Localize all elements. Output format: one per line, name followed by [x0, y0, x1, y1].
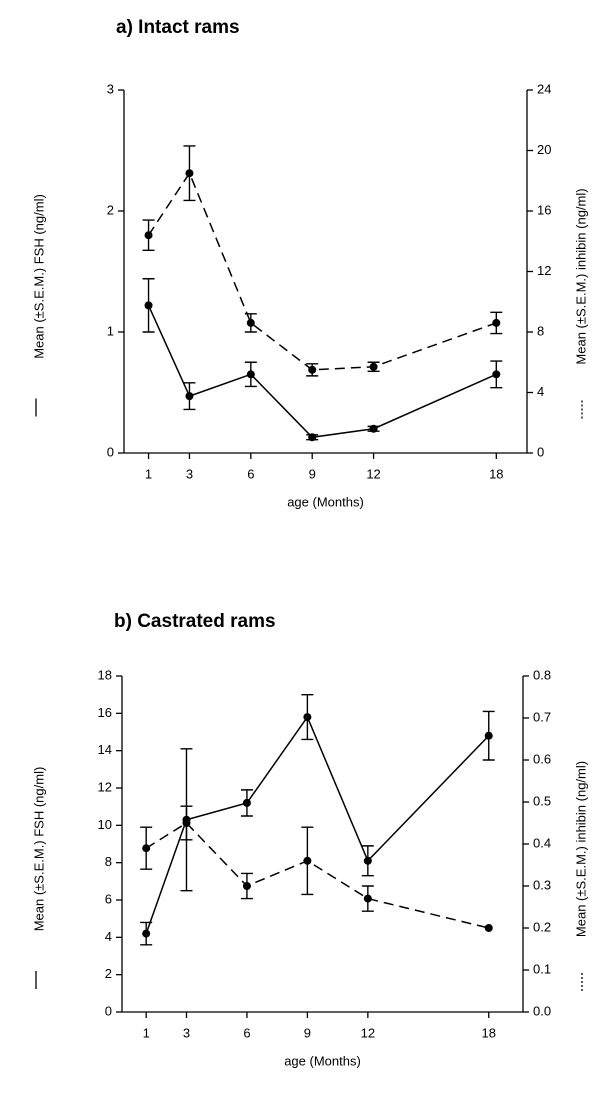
y-tick-label: 2 — [107, 202, 114, 217]
y2-tick-label: 0.7 — [533, 709, 551, 724]
chart-title: a) Intact rams — [116, 17, 240, 38]
x-tick-label: 3 — [186, 466, 193, 481]
chart-title: b) Castrated rams — [114, 611, 276, 632]
x-tick-label: 6 — [247, 466, 254, 481]
x-tick-label: 18 — [489, 466, 503, 481]
x-tick-label: 1 — [143, 1025, 150, 1040]
y-tick-label: 1 — [107, 323, 114, 338]
y-tick-label: 16 — [98, 705, 112, 720]
y2-tick-label: 0.6 — [533, 751, 551, 766]
y2-axis-label: Mean (±S.E.M.) inhibin (ng/ml) — [573, 761, 588, 937]
data-point — [246, 370, 255, 379]
data-point — [484, 731, 493, 740]
y2-tick-label: 0.3 — [533, 877, 551, 892]
data-point — [492, 370, 501, 379]
data-point — [242, 882, 251, 890]
x-tick-label: 9 — [304, 1025, 311, 1040]
y-tick-label: 0 — [105, 1003, 112, 1018]
data-point — [142, 929, 151, 938]
y-tick-label: 8 — [105, 854, 112, 869]
data-point — [303, 713, 312, 722]
y2-tick-label: 0 — [537, 444, 544, 459]
y2-tick-label: 12 — [537, 263, 551, 278]
y-tick-label: 4 — [105, 929, 112, 944]
y-tick-label: 10 — [98, 817, 112, 832]
y2-tick-label: 0.4 — [533, 835, 551, 850]
data-point — [246, 318, 255, 327]
data-point — [363, 894, 372, 903]
y-axis-label: Mean (±S.E.M.) FSH (ng/ml) — [31, 767, 46, 932]
series-line — [145, 822, 489, 929]
y-axis-label: Mean (±S.E.M.) FSH (ng/ml) — [31, 194, 46, 359]
x-tick-label: 3 — [183, 1025, 190, 1040]
x-tick-label: 1 — [145, 466, 152, 481]
data-point — [308, 365, 317, 374]
data-point — [363, 856, 372, 865]
series-line — [147, 305, 497, 439]
y2-tick-label: 0.0 — [533, 1003, 551, 1018]
data-point — [144, 231, 153, 240]
data-point — [308, 433, 317, 442]
y2-tick-label: 24 — [537, 81, 551, 96]
series-line — [147, 171, 497, 371]
y-tick-label: 0 — [107, 444, 114, 459]
y2-tick-label: 0.1 — [533, 961, 551, 976]
y2-axis-label: Mean (±S.E.M.) inhibin (ng/ml) — [573, 188, 588, 364]
data-point — [242, 798, 251, 807]
data-point — [303, 856, 312, 865]
data-point — [369, 362, 378, 371]
x-tick-label: 9 — [309, 466, 316, 481]
data-point — [144, 301, 153, 310]
y-tick-label: 18 — [98, 667, 112, 682]
x-axis-label: age (Months) — [284, 1053, 361, 1068]
y2-tick-label: 20 — [537, 142, 551, 157]
x-tick-label: 6 — [243, 1025, 250, 1040]
y2-tick-label: 4 — [537, 384, 544, 399]
data-point — [182, 819, 191, 827]
x-tick-label: 12 — [361, 1025, 375, 1040]
y-tick-label: 2 — [105, 966, 112, 981]
y-tick-label: 6 — [105, 891, 112, 906]
y2-tick-label: 0.2 — [533, 919, 551, 934]
x-tick-label: 18 — [482, 1025, 496, 1040]
data-point — [484, 924, 493, 932]
y-tick-label: 3 — [107, 81, 114, 96]
x-tick-label: 12 — [366, 466, 380, 481]
y2-tick-label: 8 — [537, 323, 544, 338]
data-point — [369, 424, 378, 433]
data-point — [492, 318, 501, 327]
y2-tick-label: 0.8 — [533, 667, 551, 682]
data-point — [185, 169, 194, 178]
y-tick-label: 14 — [98, 742, 112, 757]
series-line — [145, 715, 490, 934]
y-tick-label: 12 — [98, 779, 112, 794]
x-axis-label: age (Months) — [287, 494, 364, 509]
y2-tick-label: 16 — [537, 202, 551, 217]
y2-tick-label: 0.5 — [533, 793, 551, 808]
data-point — [185, 392, 194, 401]
data-point — [142, 844, 151, 853]
